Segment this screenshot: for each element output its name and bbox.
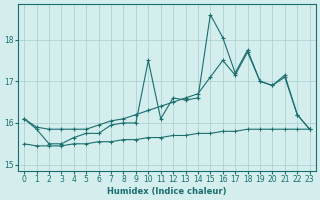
X-axis label: Humidex (Indice chaleur): Humidex (Indice chaleur)	[107, 187, 227, 196]
